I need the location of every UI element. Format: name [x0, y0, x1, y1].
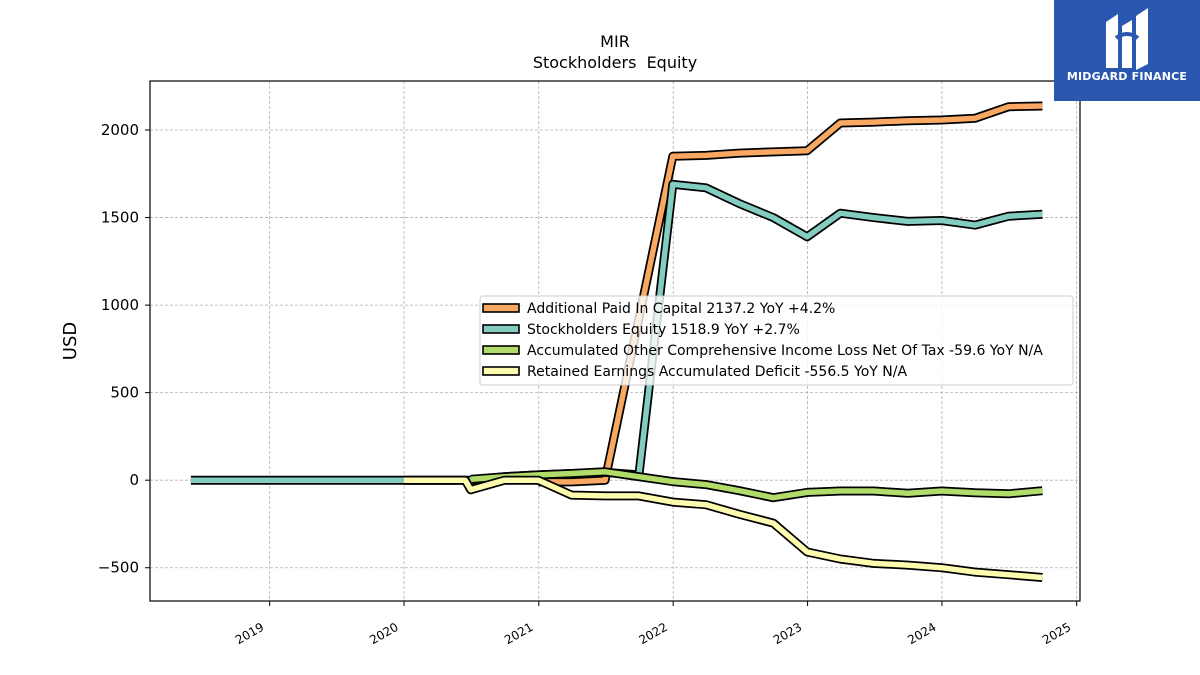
legend-swatch [482, 366, 520, 376]
series-line-1 [538, 103, 1043, 485]
logo-text: MIDGARD FINANCE [1066, 70, 1188, 83]
y-tick-label: 1500 [101, 209, 139, 227]
plot-area-frame [149, 80, 1081, 602]
y-axis-label: USD [60, 322, 81, 360]
y-tick-label: 500 [110, 384, 139, 402]
chart-title: MIR [600, 32, 630, 51]
legend-label: Additional Paid In Capital 2137.2 YoY +4… [527, 301, 835, 317]
legend-box [479, 295, 1074, 386]
chart-subtitle: Stockholders Equity [533, 53, 697, 72]
y-tick-label: 2000 [101, 121, 139, 139]
y-tick-label: −500 [98, 559, 139, 577]
y-tick-label: 1000 [101, 296, 139, 314]
x-tick-label: 2025 [1040, 620, 1073, 647]
midgard-finance-logo-icon [1106, 8, 1148, 70]
legend-label: Retained Earnings Accumulated Deficit -5… [527, 364, 907, 380]
series-line-4 [403, 477, 1043, 581]
x-tick-label: 2019 [233, 620, 266, 647]
series-line-3 [470, 469, 1043, 501]
y-tick-label: 0 [129, 471, 139, 489]
legend-label: Accumulated Other Comprehensive Income L… [527, 343, 1043, 359]
x-tick-label: 2020 [367, 620, 400, 647]
midgard-finance-logo: MIDGARD FINANCE [1054, 0, 1200, 101]
x-tick-label: 2023 [771, 620, 804, 647]
legend: Additional Paid In Capital 2137.2 YoY +4… [479, 295, 1074, 386]
legend-swatch [482, 303, 520, 313]
legend-swatch [482, 345, 520, 355]
series-layer [190, 101, 1043, 582]
legend-label: Stockholders Equity 1518.9 YoY +2.7% [527, 322, 800, 338]
legend-swatch [482, 324, 520, 334]
x-tick-label: 2021 [502, 620, 535, 647]
x-tick-label: 2024 [905, 620, 938, 647]
x-tick-label: 2022 [636, 620, 669, 647]
